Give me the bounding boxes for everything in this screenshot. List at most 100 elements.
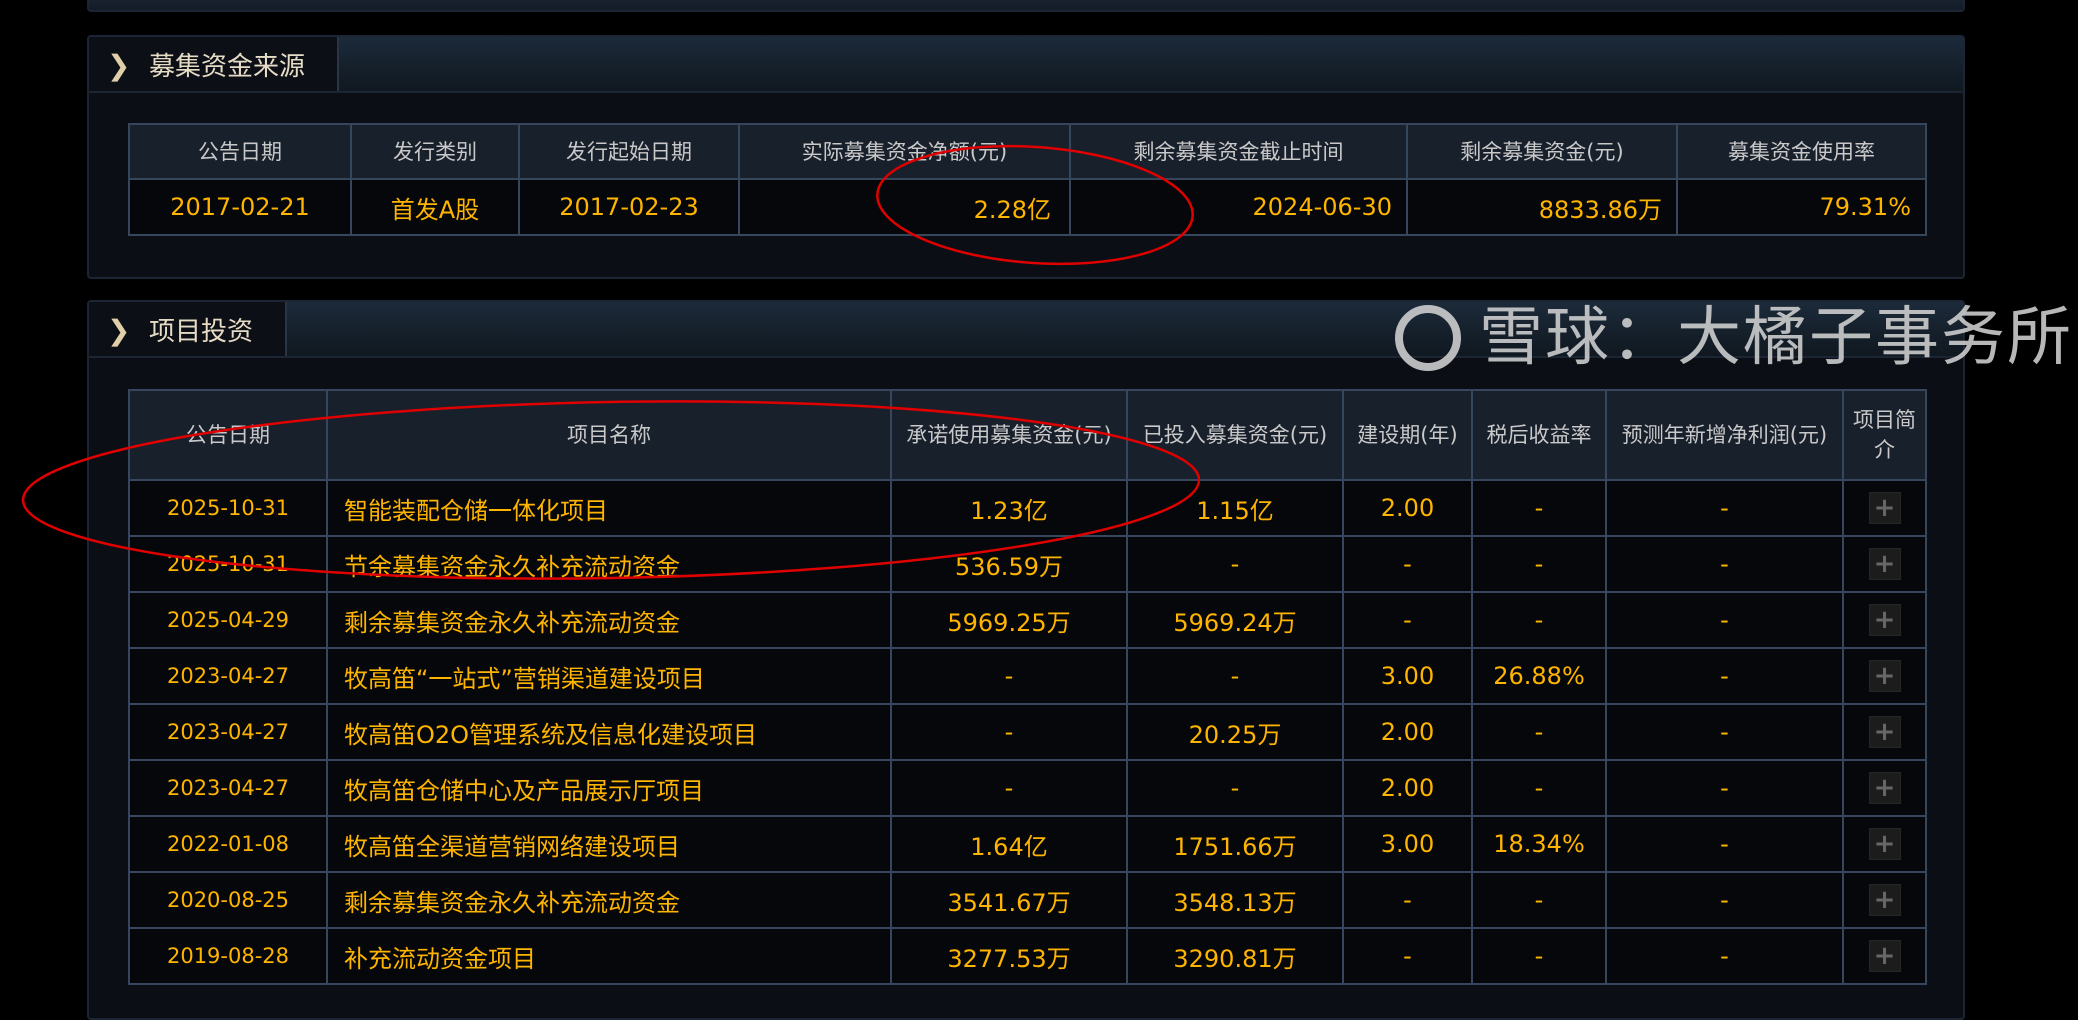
column-header: 发行起始日期 — [518, 123, 740, 180]
cell: 2019-08-28 — [128, 927, 328, 985]
cell: - — [1342, 871, 1473, 929]
table-row: 2025-04-29 剩余募集资金永久补充流动资金 5969.25万 5969.24万… — [128, 591, 1927, 649]
cell: - — [1605, 927, 1844, 985]
cell: 79.31% — [1676, 178, 1927, 236]
table-row: 2022-01-08 牧高笛全渠道营销网络建设项目 1.64亿 1751.66万 3.0… — [128, 815, 1927, 873]
cell: 2023-04-27 — [128, 647, 328, 705]
cell: 536.59万 — [890, 535, 1128, 593]
cell: - — [1126, 647, 1344, 705]
plus-icon[interactable]: + — [1868, 548, 1901, 580]
detail-cell: + — [1842, 815, 1927, 873]
plus-icon[interactable]: + — [1868, 884, 1901, 916]
cell: 1.23亿 — [890, 479, 1128, 537]
cell: - — [890, 703, 1128, 761]
cell: 2024-06-30 — [1069, 178, 1408, 236]
column-header: 剩余募集资金(元) — [1406, 123, 1678, 180]
cell: - — [890, 759, 1128, 817]
cell: - — [1605, 871, 1844, 929]
cell: - — [1471, 479, 1607, 537]
table-row: 2023-04-27 牧高笛O2O管理系统及信息化建设项目 -20.25万 2.00-… — [128, 703, 1927, 761]
cell: 5969.25万 — [890, 591, 1128, 649]
column-header: 实际募集资金净额(元) — [738, 123, 1071, 180]
table-row: 2019-08-28 补充流动资金项目 3277.53万 3290.81万 - - - + — [128, 927, 1927, 985]
cell: 3541.67万 — [890, 871, 1128, 929]
cell: 3.00 — [1342, 647, 1473, 705]
cell: 3548.13万 — [1126, 871, 1344, 929]
cell: 2017-02-21 — [128, 178, 352, 236]
cell: - — [1126, 535, 1344, 593]
plus-icon[interactable]: + — [1868, 604, 1901, 636]
section-title: 项目投资 — [149, 316, 254, 347]
cell: - — [1471, 871, 1607, 929]
panel-header: ❯ 募集资金来源 — [89, 37, 1963, 93]
column-header: 公告日期 — [128, 123, 352, 180]
table-row: 2025-10-31 节余募集资金永久补充流动资金 536.59万 - - - - + — [128, 535, 1927, 593]
cell: 节余募集资金永久补充流动资金 — [326, 535, 892, 593]
cell: - — [1605, 703, 1844, 761]
cell: 首发A股 — [350, 178, 520, 236]
cell: - — [890, 647, 1128, 705]
plus-icon[interactable]: + — [1868, 716, 1901, 748]
cell: 26.88% — [1471, 647, 1607, 705]
watermark: 雪球：大橘子事务所 — [1395, 302, 2073, 374]
cell: 20.25万 — [1126, 703, 1344, 761]
cell: - — [1605, 535, 1844, 593]
cell: 5969.24万 — [1126, 591, 1344, 649]
column-header: 发行类别 — [350, 123, 520, 180]
cell: 3.00 — [1342, 815, 1473, 873]
cell: 1.64亿 — [890, 815, 1128, 873]
invest-table: 公告日期 项目名称 承诺使用募集资金(元) 已投入募集资金(元) 建设期(年) 税后收益率… — [128, 389, 1927, 985]
source-table: 公告日期 发行类别 发行起始日期 实际募集资金净额(元) 剩余募集资金截止时间 剩余募集资… — [128, 123, 1927, 236]
cell: - — [1605, 815, 1844, 873]
detail-cell: + — [1842, 535, 1927, 593]
cell: - — [1605, 647, 1844, 705]
detail-cell: + — [1842, 479, 1927, 537]
watermark-text: 雪球：大橘子事务所 — [1479, 301, 2073, 375]
cell: 牧高笛“一站式”营销渠道建设项目 — [326, 647, 892, 705]
cell: - — [1605, 479, 1844, 537]
cell: 2.00 — [1342, 759, 1473, 817]
cell: 补充流动资金项目 — [326, 927, 892, 985]
cell: - — [1471, 927, 1607, 985]
cell: 2023-04-27 — [128, 703, 328, 761]
column-header: 剩余募集资金截止时间 — [1069, 123, 1408, 180]
table-row: 2020-08-25 剩余募集资金永久补充流动资金 3541.67万 3548.13万… — [128, 871, 1927, 929]
column-header: 承诺使用募集资金(元) — [890, 389, 1128, 481]
table-row: 2023-04-27 牧高笛“一站式”营销渠道建设项目 - -3.00 26.88% - + — [128, 647, 1927, 705]
cell: 8833.86万 — [1406, 178, 1678, 236]
column-header: 项目名称 — [326, 389, 892, 481]
cell: 18.34% — [1471, 815, 1607, 873]
plus-icon[interactable]: + — [1868, 940, 1901, 972]
plus-icon[interactable]: + — [1868, 772, 1901, 804]
cell: - — [1471, 703, 1607, 761]
cell: - — [1342, 591, 1473, 649]
source-panel: ❯ 募集资金来源 公告日期 发行类别 发行起始日期 实际募集资金净额(元) 剩余募集资金截… — [87, 35, 1965, 279]
cell: 2022-01-08 — [128, 815, 328, 873]
cell: 剩余募集资金永久补充流动资金 — [326, 591, 892, 649]
cell: 3277.53万 — [890, 927, 1128, 985]
detail-cell: + — [1842, 871, 1927, 929]
xueqiu-logo-icon — [1395, 305, 1461, 371]
cell: 2.00 — [1342, 703, 1473, 761]
cell: 智能装配仓储一体化项目 — [326, 479, 892, 537]
column-header: 募集资金使用率 — [1676, 123, 1927, 180]
section-tab[interactable]: ❯ 募集资金来源 — [89, 37, 340, 91]
plus-icon[interactable]: + — [1868, 660, 1901, 692]
cell: - — [1342, 927, 1473, 985]
cell: 2025-04-29 — [128, 591, 328, 649]
column-header: 税后收益率 — [1471, 389, 1607, 481]
column-header: 公告日期 — [128, 389, 328, 481]
invest-panel: ❯ 项目投资 公告日期 项目名称 承诺使用募集资金(元) 已投入募集资金(元) 建设期(年… — [87, 300, 1965, 1020]
cell: 1.15亿 — [1126, 479, 1344, 537]
cell: 2.28亿 — [738, 178, 1071, 236]
plus-icon[interactable]: + — [1868, 828, 1901, 860]
chevron-right-icon: ❯ — [107, 314, 131, 347]
plus-icon[interactable]: + — [1868, 492, 1901, 524]
section-tab[interactable]: ❯ 项目投资 — [89, 302, 288, 356]
cell: 剩余募集资金永久补充流动资金 — [326, 871, 892, 929]
table-row: 2025-10-31 智能装配仓储一体化项目 1.23亿 1.15亿 2.00- - + — [128, 479, 1927, 537]
detail-cell: + — [1842, 647, 1927, 705]
cell: - — [1342, 535, 1473, 593]
cell: 1751.66万 — [1126, 815, 1344, 873]
cell: - — [1471, 591, 1607, 649]
